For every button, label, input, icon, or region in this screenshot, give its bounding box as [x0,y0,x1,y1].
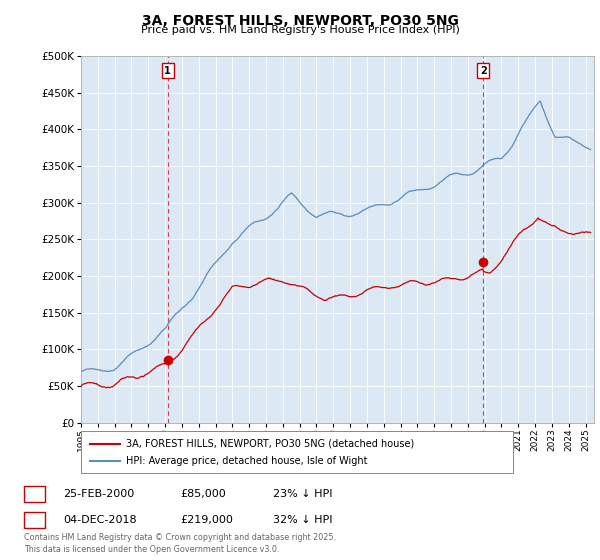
Text: 23% ↓ HPI: 23% ↓ HPI [273,489,332,499]
Text: 1: 1 [164,66,171,76]
Text: Contains HM Land Registry data © Crown copyright and database right 2025.
This d: Contains HM Land Registry data © Crown c… [24,533,336,554]
Text: 32% ↓ HPI: 32% ↓ HPI [273,515,332,525]
Text: 2: 2 [31,515,38,525]
Text: 04-DEC-2018: 04-DEC-2018 [63,515,137,525]
Text: 3A, FOREST HILLS, NEWPORT, PO30 5NG: 3A, FOREST HILLS, NEWPORT, PO30 5NG [142,14,458,28]
Text: 1: 1 [31,489,38,499]
Text: 25-FEB-2000: 25-FEB-2000 [63,489,134,499]
Text: HPI: Average price, detached house, Isle of Wight: HPI: Average price, detached house, Isle… [126,456,367,466]
Text: 3A, FOREST HILLS, NEWPORT, PO30 5NG (detached house): 3A, FOREST HILLS, NEWPORT, PO30 5NG (det… [126,439,414,449]
Text: £219,000: £219,000 [180,515,233,525]
Text: £85,000: £85,000 [180,489,226,499]
Text: 2: 2 [480,66,487,76]
Text: Price paid vs. HM Land Registry's House Price Index (HPI): Price paid vs. HM Land Registry's House … [140,25,460,35]
